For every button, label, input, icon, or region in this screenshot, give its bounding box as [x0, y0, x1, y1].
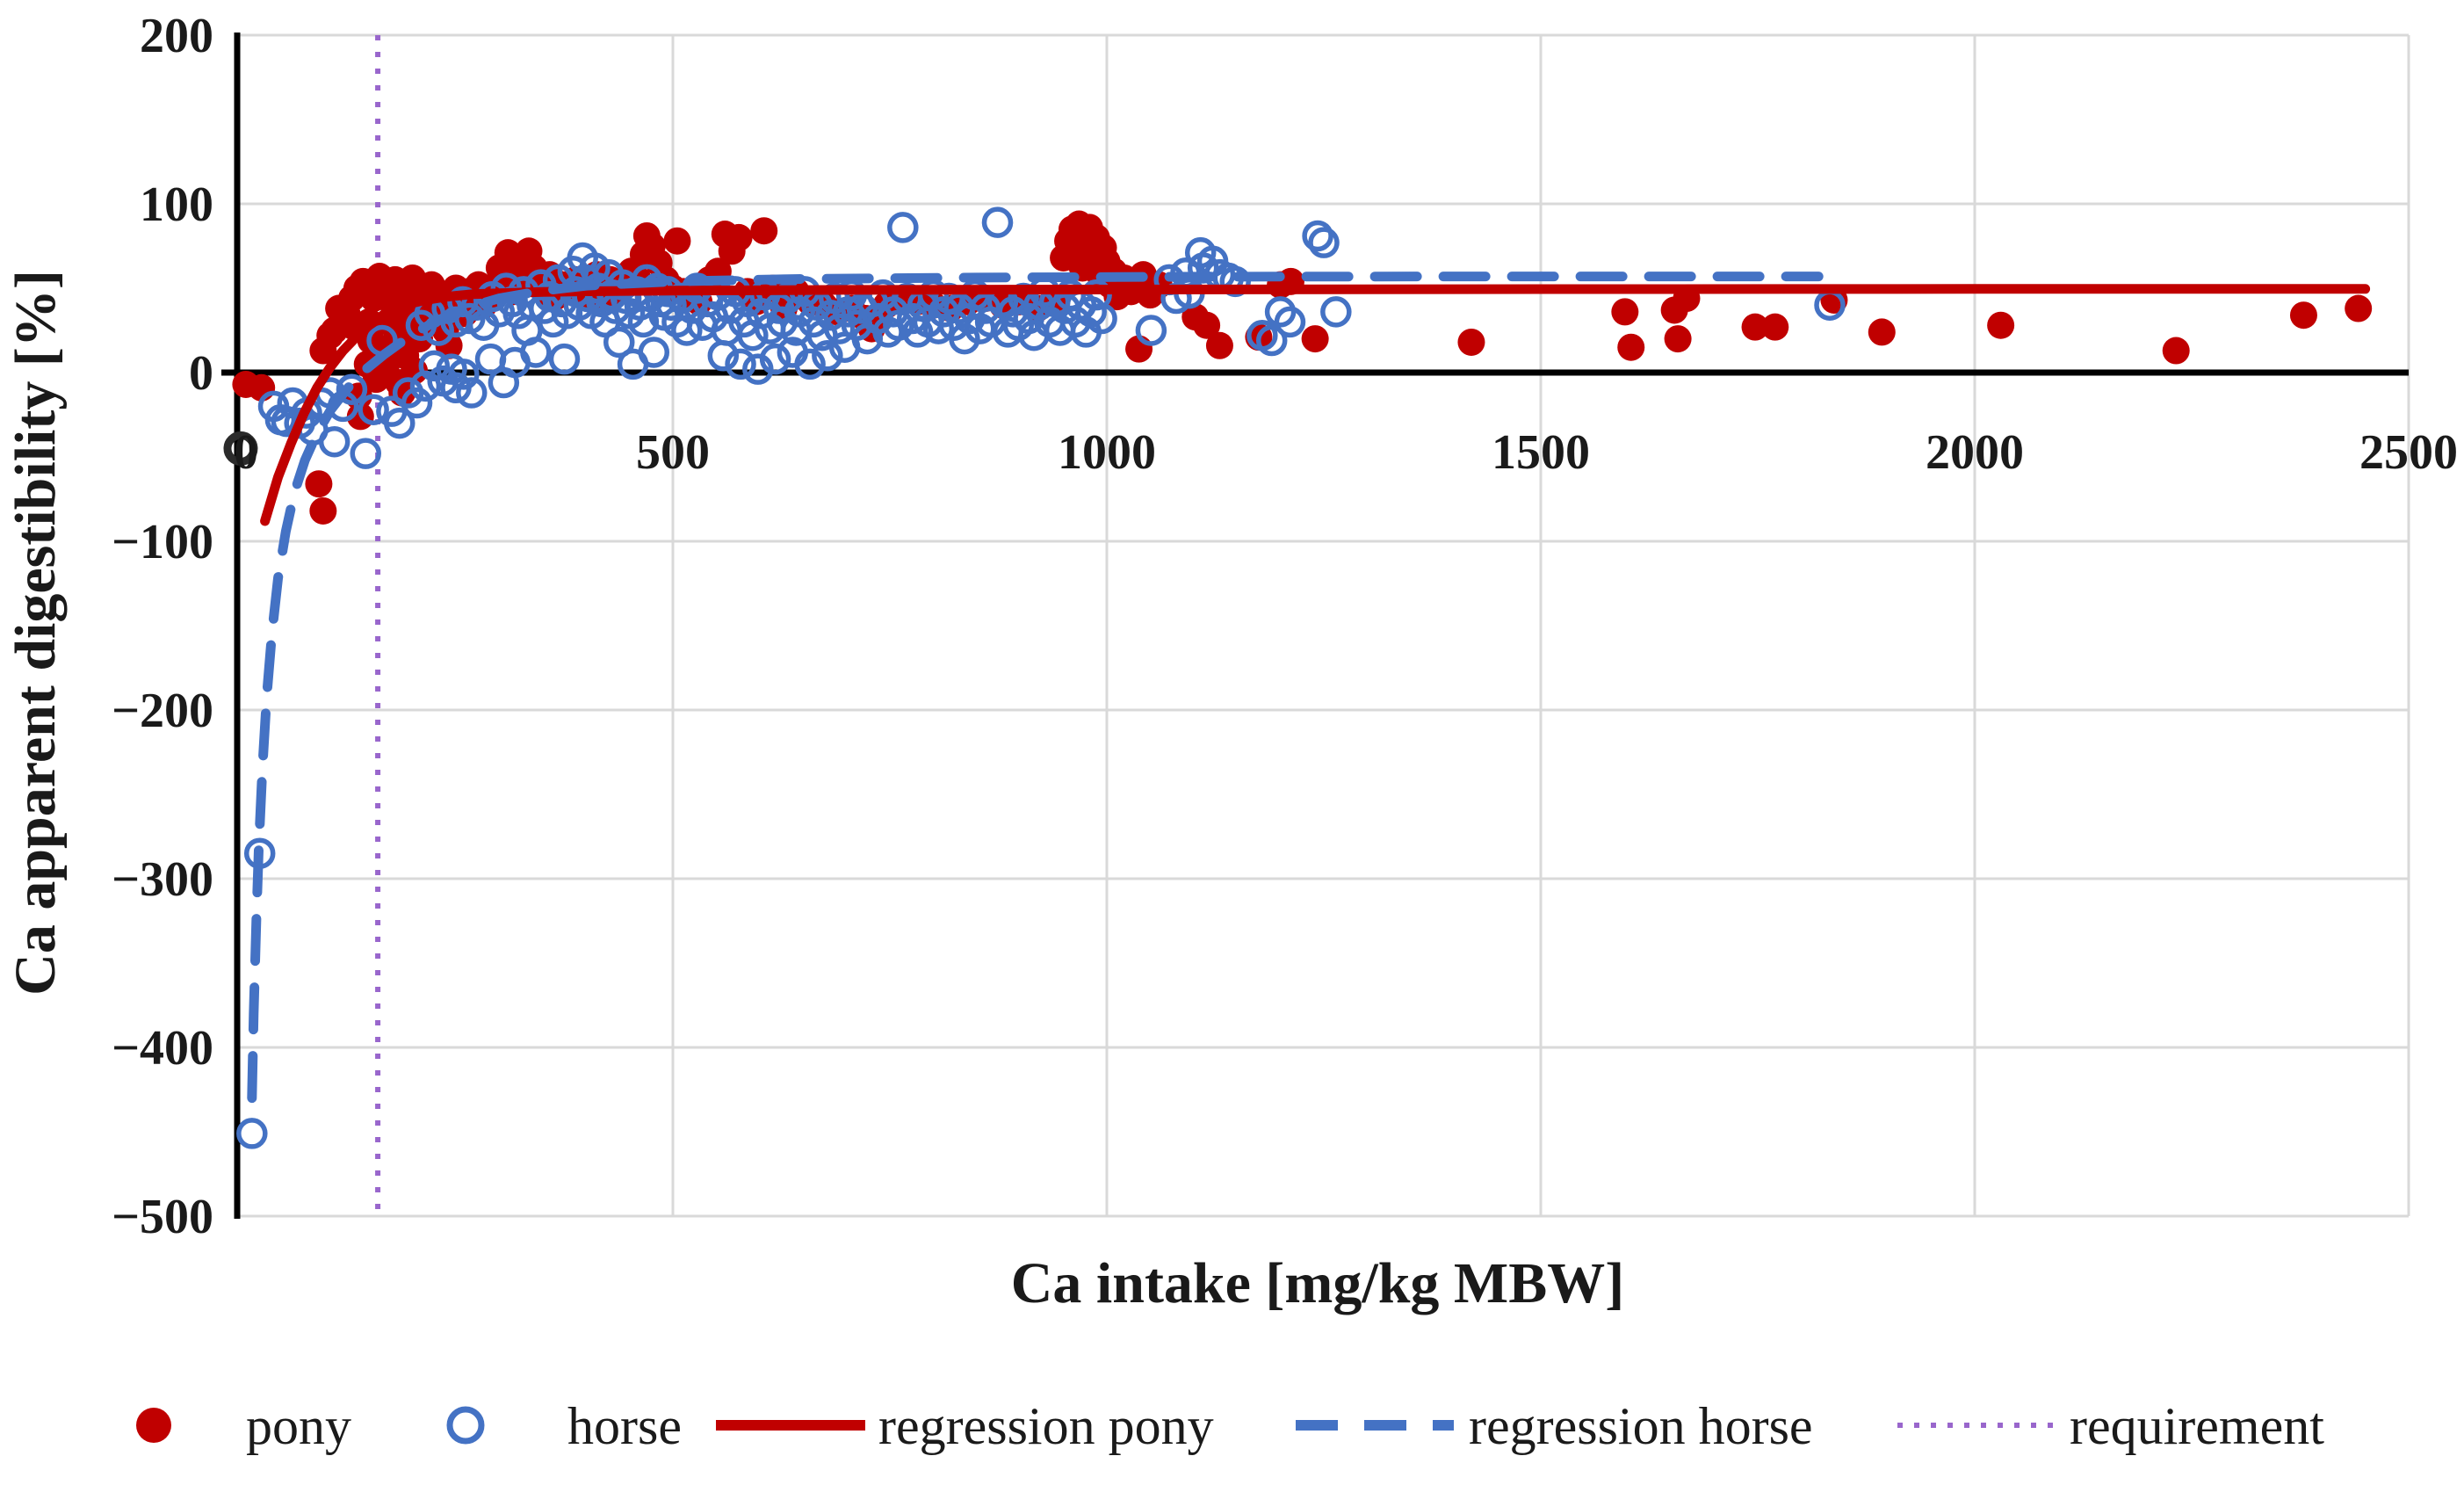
pony-point [663, 227, 691, 255]
x-tick-label: 2500 [2359, 425, 2458, 480]
regression-pony-line [260, 284, 2371, 526]
pony-point [435, 331, 463, 359]
y-tick-label: 200 [140, 9, 213, 63]
x-tick-label: 1000 [1058, 425, 1156, 480]
pony-point [1761, 313, 1789, 341]
y-tick-label: −100 [112, 515, 213, 569]
horse-point [318, 425, 350, 458]
x-tick-label: 500 [636, 425, 710, 480]
horse-point [1302, 220, 1333, 252]
legend-label: regression pony [878, 1397, 1214, 1455]
horse-point [1255, 324, 1288, 357]
pony-point [1205, 331, 1233, 359]
horse-point [1135, 315, 1167, 346]
legend-label: pony [246, 1397, 351, 1455]
axes [221, 33, 2409, 1219]
horse-point [638, 337, 670, 368]
legend-item-pony: pony [136, 1397, 351, 1455]
legend-label: horse [567, 1397, 682, 1455]
horse-point [671, 315, 703, 346]
pony-point [1457, 328, 1485, 356]
x-tick-label: 2000 [1926, 425, 2024, 480]
horse-point [981, 206, 1014, 238]
horse-point [823, 313, 856, 344]
horse-point [759, 343, 791, 375]
legend-item-regression-pony: regression pony [716, 1397, 1214, 1455]
horse-point [448, 359, 480, 390]
pony-point [2162, 337, 2190, 365]
pony-point [1617, 333, 1645, 361]
horse-point [922, 313, 955, 344]
horse-point [456, 377, 488, 409]
pony-point [1987, 311, 2015, 339]
dark-outlier-point [223, 431, 258, 466]
pony-point [725, 223, 753, 251]
horse-point [520, 337, 552, 368]
y-tick-label: 100 [140, 177, 213, 232]
pony-point [1664, 325, 1692, 353]
pony-point [750, 217, 778, 245]
pony-point [1741, 313, 1769, 341]
legend-item-regression-horse: regression horse [1296, 1397, 1813, 1455]
pony-point [2345, 294, 2373, 322]
pony-point [1301, 325, 1329, 353]
y-tick-label: −300 [112, 852, 213, 907]
legend-item-horse: horse [446, 1397, 682, 1455]
pony-point [309, 496, 337, 525]
x-axis-title: Ca intake [mg/kg MBW] [1011, 1251, 1624, 1315]
horse-point [887, 212, 919, 243]
legend-label: requirement [2070, 1397, 2324, 1455]
horse-point [725, 348, 756, 380]
data-points-layer [223, 206, 2373, 1149]
x-tick-label: 1500 [1492, 425, 1590, 480]
horse-point [1274, 306, 1306, 338]
horse-point [548, 343, 581, 375]
x-tick-label: 0 [234, 425, 258, 480]
y-tick-label: −500 [112, 1190, 213, 1244]
pony-legend-marker-icon [136, 1408, 171, 1443]
horse-point [1264, 296, 1297, 328]
regression-horse-line [247, 272, 1824, 1104]
horse-point [336, 373, 368, 405]
pony-point [305, 470, 333, 498]
y-tick-label: −200 [112, 684, 213, 738]
horse-point [236, 1118, 268, 1149]
horse-point [1308, 227, 1340, 258]
horse-point [603, 326, 635, 359]
horse-point [418, 350, 451, 382]
pony-point [1193, 311, 1221, 339]
horse-points [236, 206, 1846, 1149]
legend-label: regression horse [1469, 1397, 1813, 1455]
gridlines [237, 33, 2410, 1218]
horse-legend-marker-icon [446, 1406, 485, 1445]
pony-point [1611, 298, 1639, 326]
y-axis-title: Ca apparent digestibility [%] [4, 270, 68, 996]
horse-point [794, 348, 826, 380]
horse-point [812, 340, 843, 372]
horse-point [1086, 302, 1117, 335]
horse-point [350, 438, 381, 469]
y-tick-label: −400 [112, 1021, 213, 1076]
horse-point [949, 322, 980, 355]
horse-point [1320, 296, 1352, 328]
pony-point [2289, 301, 2317, 330]
pony-point [1868, 318, 1896, 346]
horse-point [401, 387, 433, 419]
horse-point [358, 394, 389, 425]
horse-point [447, 286, 479, 318]
horse-point [384, 407, 415, 439]
legend-item-requirement: requirement [1897, 1397, 2324, 1455]
legend: pony horse regression pony regression horse… [136, 1397, 2324, 1455]
y-tick-label: 0 [189, 346, 213, 401]
regression-lines-layer [247, 272, 2371, 1104]
